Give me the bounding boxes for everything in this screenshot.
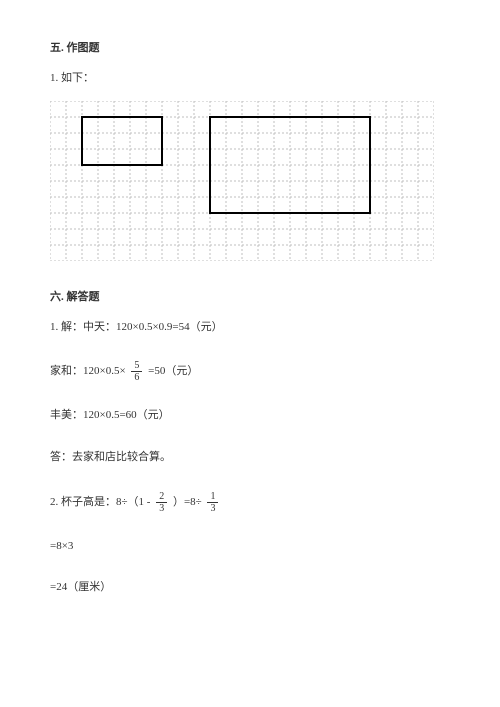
section-5-heading: 五. 作图题 [50,40,450,58]
q2-line3: =24（厘米） [50,579,450,597]
frac-num: 1 [207,491,218,503]
frac-den: 6 [131,372,142,383]
fraction-5-6: 5 6 [131,360,142,383]
frac-den: 3 [207,503,218,514]
q1-line2: 家和：120×0.5× 5 6 =50（元） [50,360,450,383]
frac-num: 2 [156,491,167,503]
q2-line2: =8×3 [50,538,450,556]
q1-label: 1. 如下： [50,70,450,88]
q1-line3: 丰美：120×0.5=60（元） [50,407,450,425]
q1-answer: 答：去家和店比较合算。 [50,449,450,467]
q2-l1-b: ）=8÷ [173,496,202,508]
q1-l2-b: =50（元） [148,365,198,377]
grid-figure [50,101,450,261]
q2-l1-a: 2. 杯子高是：8÷（1 - [50,496,150,508]
q1-line1: 1. 解：中天：120×0.5×0.9=54（元） [50,319,450,337]
frac-num: 5 [131,360,142,372]
section-6-heading: 六. 解答题 [50,289,450,307]
q2-line1: 2. 杯子高是：8÷（1 - 2 3 ）=8÷ 1 3 [50,491,450,514]
fraction-1-3: 1 3 [207,491,218,514]
grid-svg [50,101,434,261]
frac-den: 3 [156,503,167,514]
q1-l2-a: 家和：120×0.5× [50,365,126,377]
fraction-2-3: 2 3 [156,491,167,514]
